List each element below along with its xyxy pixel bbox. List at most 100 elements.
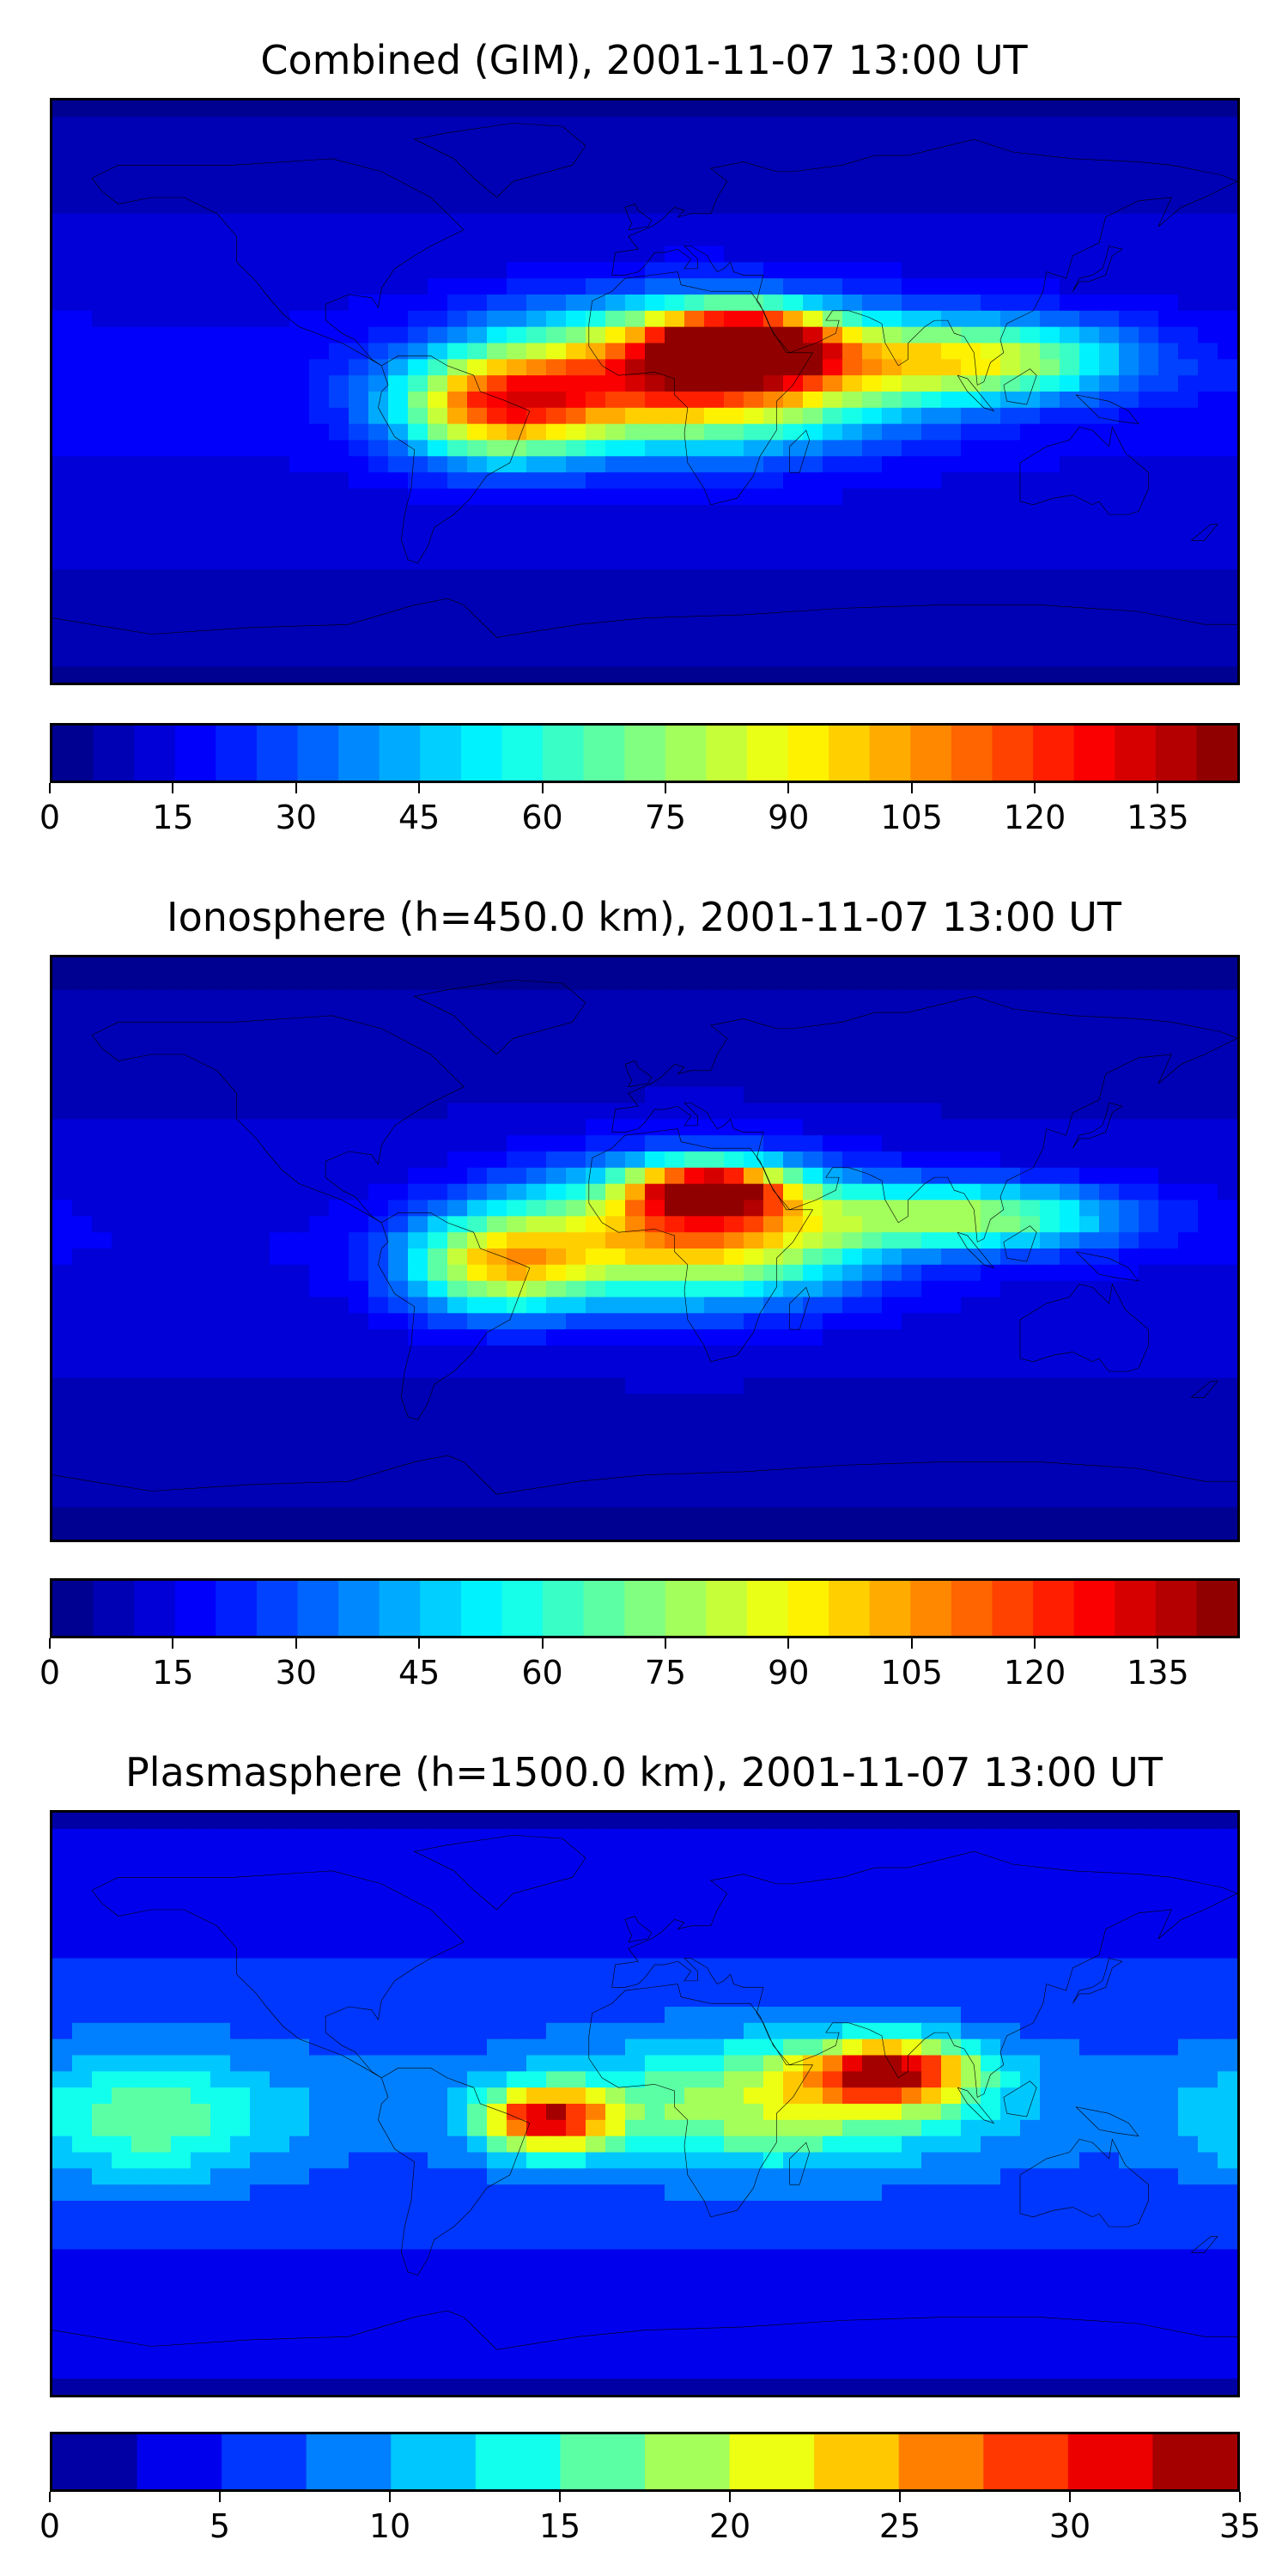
colorbar-ionosphere [50,1578,1240,1638]
coastline-0 [92,1016,464,1223]
colorbar-tick-mark [1157,1638,1159,1649]
coastline-6 [790,2142,810,2184]
map-ionosphere [50,955,1240,1542]
colorbar-tick-mark [1157,783,1159,793]
colorbar-tick-mark [389,2492,391,2502]
colorbar-tick-label: 120 [1003,799,1066,836]
colorbar-tick-mark [295,783,297,793]
colorbar-tick-mark [664,1638,666,1649]
coastline-5 [625,204,652,230]
colorbar-tick-mark [729,2492,731,2502]
colorbar-tick-mark [541,783,544,793]
colorbar-tick-label: 75 [644,799,687,836]
coastline-7 [1020,427,1149,514]
coastline-11 [1076,395,1139,424]
colorbar-tick-label: 35 [1218,2507,1261,2545]
colorbar-tick-label: 60 [521,1654,563,1692]
coastline-6 [790,430,810,472]
coastline-4 [612,1851,1237,2097]
coastline-2 [415,123,586,197]
colorbar-tick-mark [1034,783,1036,793]
colorbar-tick-mark [49,783,51,793]
panel-title-combined: Combined (GIM), 2001-11-07 13:00 UT [260,37,1028,83]
colorbar-tick-mark [49,1638,51,1649]
map-combined [50,98,1240,685]
colorbar-tick-mark [910,783,913,793]
map-plot-combined [52,100,1237,683]
colorbar-tick-mark [1069,2492,1071,2502]
colorbar-tick-label: 30 [275,1654,317,1692]
colorbar-tick-label: 25 [878,2507,921,2545]
colorbar-plasmasphere [50,2432,1240,2492]
colorbar-combined [50,723,1240,783]
coastline-7 [1020,2139,1149,2227]
coastline-11 [1076,2107,1139,2136]
coastline-5 [625,1917,652,1942]
colorbar-tick-label: 30 [275,799,317,836]
coastline-13 [52,598,1237,637]
coastline-1 [379,1213,530,1420]
colorbar-tick-label: 30 [1048,2507,1091,2545]
coastline-3 [589,1129,813,1362]
colorbar-tick-mark [219,2492,221,2502]
coastline-0 [92,159,464,366]
coastline-8 [1072,1103,1122,1149]
panel-title-ionosphere: Ionosphere (h=450.0 km), 2001-11-07 13:0… [167,894,1121,940]
coastline-10 [957,375,993,410]
colorbar-tick-label: 0 [39,799,61,836]
coastline-9 [1004,1226,1036,1261]
coastline-12 [1191,524,1218,540]
coastline-12 [1191,1381,1218,1397]
colorbar-tick-label: 60 [521,799,563,836]
coastline-4 [612,996,1237,1242]
colorbar-tick-mark [418,1638,421,1649]
colorbar-tick-label: 75 [644,1654,687,1692]
colorbar-tick-label: 105 [880,799,943,836]
colorbar-tick-label: 135 [1127,799,1189,836]
coastline-13 [52,1455,1237,1494]
coastline-5 [625,1061,652,1087]
colorbar-tick-label: 20 [708,2507,751,2545]
colorbar-tick-label: 15 [538,2507,581,2545]
colorbar-tick-mark [787,783,790,793]
colorbar-tick-label: 0 [39,1654,61,1692]
map-plasmasphere [50,1810,1240,2397]
colorbar-ticks-ionosphere: 0 15 30 45 60 75 90 105 120 135 [39,1638,1240,1692]
colorbar-tick-mark [295,1638,297,1649]
coastline-9 [1004,369,1036,404]
colorbar-tick-label: 135 [1127,1654,1189,1692]
colorbar-tick-label: 90 [768,799,810,836]
coastline-0 [92,1871,464,2078]
colorbar-tick-mark [787,1638,790,1649]
colorbar-tick-label: 5 [209,2507,231,2545]
colorbar-tick-mark [899,2492,901,2502]
coastline-10 [957,1232,993,1267]
colorbar-tick-mark [49,2492,51,2502]
coastline-3 [589,1984,813,2217]
colorbar-tick-label: 10 [368,2507,411,2545]
colorbar-tick-mark [910,1638,913,1649]
colorbar-tick-label: 105 [880,1654,943,1692]
coastline-12 [1191,2236,1218,2252]
coastline-2 [415,980,586,1054]
colorbar-ticks-plasmasphere: 0 5 10 15 20 25 30 35 [39,2492,1261,2545]
colorbar-tick-label: 15 [152,1654,194,1692]
coastline-8 [1072,1959,1122,2004]
map-plot-ionosphere [52,957,1237,1540]
coastline-9 [1004,2081,1036,2117]
coastline-6 [790,1287,810,1329]
coastline-10 [957,2087,993,2123]
map-plot-plasmasphere [52,1813,1237,2395]
colorbar-tick-label: 45 [398,1654,440,1692]
colorbar-tick-mark [541,1638,544,1649]
coastline-4 [612,139,1237,385]
colorbar-tick-label: 0 [39,2507,61,2545]
coastline-11 [1076,1252,1139,1281]
colorbar-ticks-combined: 0 15 30 45 60 75 90 105 120 135 [39,783,1240,836]
colorbar-tick-mark [1034,1638,1036,1649]
colorbar-tick-label: 90 [768,1654,810,1692]
colorbar-tick-mark [172,1638,174,1649]
colorbar-tick-mark [418,783,421,793]
coastline-8 [1072,246,1122,292]
coastline-7 [1020,1284,1149,1371]
